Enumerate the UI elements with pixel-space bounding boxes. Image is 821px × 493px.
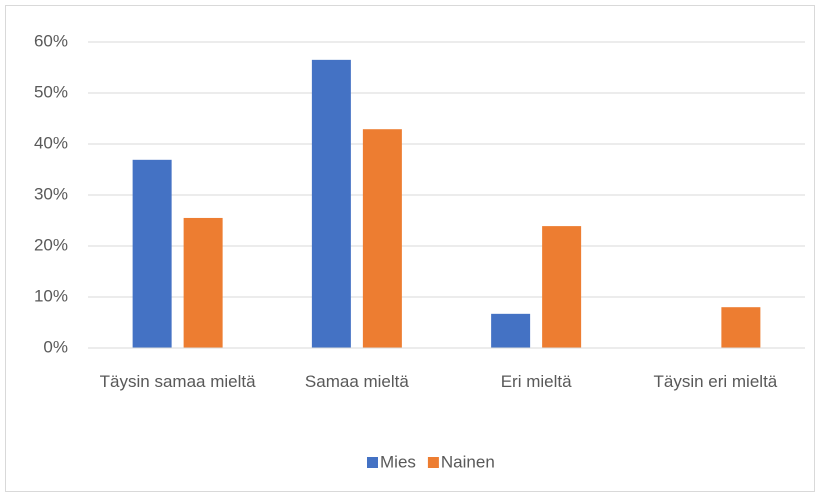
legend-label: Mies <box>380 452 416 471</box>
x-tick-label: Samaa mieltä <box>304 372 409 391</box>
y-tick-label: 10% <box>34 286 68 305</box>
y-tick-label: 60% <box>34 31 68 50</box>
bar <box>542 226 582 348</box>
x-tick-label: Eri mieltä <box>500 372 572 391</box>
y-tick-label: 30% <box>34 184 68 203</box>
bar <box>491 313 531 348</box>
y-tick-label: 40% <box>34 133 68 152</box>
bar <box>183 217 223 348</box>
bar <box>132 159 172 348</box>
legend-swatch <box>367 457 378 468</box>
x-tick-label: Täysin eri mieltä <box>653 372 778 391</box>
legend-swatch <box>427 457 439 468</box>
y-tick-label: 0% <box>43 337 68 356</box>
y-tick-label: 20% <box>34 235 68 254</box>
x-tick-label: Täysin samaa mieltä <box>99 372 256 391</box>
bar <box>362 129 402 348</box>
y-tick-label: 50% <box>34 82 68 101</box>
bar <box>721 307 761 348</box>
bar <box>311 59 351 348</box>
legend-label: Nainen <box>441 452 495 471</box>
chart-border <box>5 5 815 492</box>
